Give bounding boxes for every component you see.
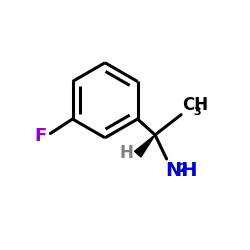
Text: CH: CH <box>182 96 208 114</box>
Text: H: H <box>119 144 133 162</box>
Text: 3: 3 <box>193 106 201 117</box>
Text: 2: 2 <box>179 162 188 175</box>
Polygon shape <box>134 135 155 157</box>
Text: NH: NH <box>166 160 198 180</box>
Text: F: F <box>35 127 47 145</box>
